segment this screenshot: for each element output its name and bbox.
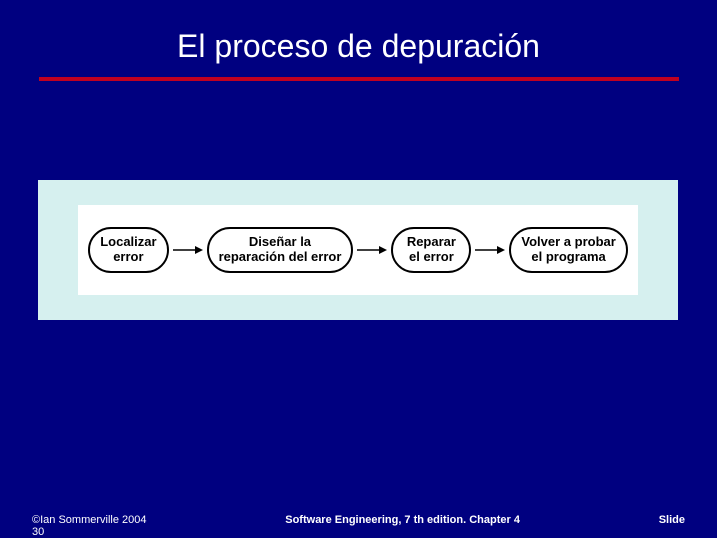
slide-footer: ©Ian Sommerville 2004 Software Engineeri… [0, 514, 717, 526]
flow-node-retest-program: Volver a probar el programa [509, 227, 627, 273]
node-line: Reparar [407, 235, 456, 250]
title-area: El proceso de depuración [0, 0, 717, 81]
flow-node-locate-error: Localizar error [88, 227, 168, 273]
flow-node-design-repair: Diseñar la reparación del error [207, 227, 354, 273]
node-line: el programa [531, 250, 605, 265]
footer-slide-number: 30 [32, 526, 44, 538]
node-line: el error [409, 250, 454, 265]
diagram-container: Localizar error Diseñar la reparación de… [38, 180, 678, 320]
slide-title: El proceso de depuración [0, 28, 717, 65]
arrow-icon [357, 244, 387, 256]
node-line: Volver a probar [521, 235, 615, 250]
arrow-icon [173, 244, 203, 256]
title-divider [39, 77, 679, 81]
diagram-inner: Localizar error Diseñar la reparación de… [78, 205, 638, 295]
node-line: error [113, 250, 143, 265]
node-line: Diseñar la [249, 235, 311, 250]
footer-copyright: ©Ian Sommerville 2004 [32, 514, 147, 526]
flow-node-repair-error: Reparar el error [391, 227, 471, 273]
footer-slide-label: Slide [659, 514, 685, 526]
node-line: reparación del error [219, 250, 342, 265]
node-line: Localizar [100, 235, 156, 250]
arrow-icon [475, 244, 505, 256]
footer-book-reference: Software Engineering, 7 th edition. Chap… [147, 514, 659, 526]
